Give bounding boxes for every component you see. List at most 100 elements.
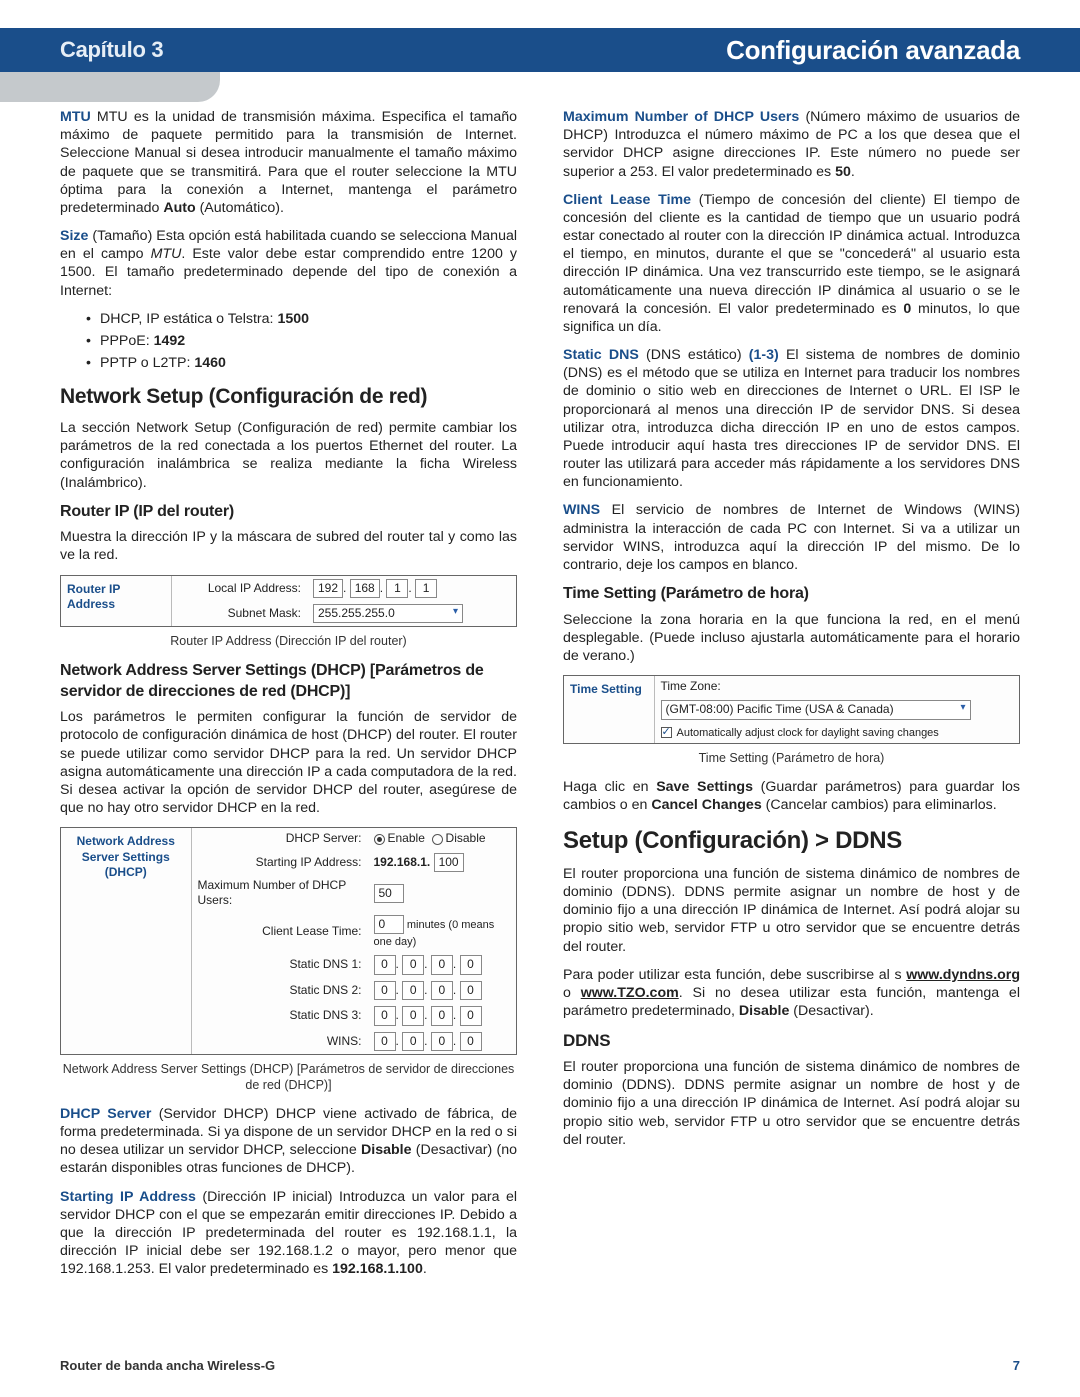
time-box-header: Time Setting bbox=[564, 676, 654, 743]
start-ip-label: Starting IP Address: bbox=[191, 850, 368, 875]
footer: Router de banda ancha Wireless-G 7 bbox=[60, 1358, 1020, 1373]
tzo-link[interactable]: www.TZO.com bbox=[581, 985, 679, 1001]
dns1-o3[interactable]: 0 bbox=[431, 955, 453, 974]
b2-pre: PPPoE: bbox=[100, 333, 154, 349]
lease-paragraph: Client Lease Time (Tiempo de concesión d… bbox=[563, 191, 1020, 336]
dns-paragraph: Static DNS (DNS estático) (1-3) El siste… bbox=[563, 346, 1020, 491]
dns3-label: Static DNS 3: bbox=[191, 1003, 368, 1028]
b3-val: 1460 bbox=[194, 355, 226, 371]
max-users-label: Maximum Number of DHCP Users: bbox=[191, 875, 368, 912]
page: Capítulo 3 Configuración avanzada MTU MT… bbox=[0, 0, 1080, 1397]
dhcp-server-bl: DHCP Server bbox=[60, 1106, 151, 1122]
time-box: Time Setting Time Zone: (GMT-08:00) Paci… bbox=[563, 675, 1020, 744]
lease-time-input[interactable]: 0 bbox=[374, 915, 404, 934]
ddns-p3: El router proporciona una función de sis… bbox=[563, 1058, 1020, 1149]
dns2-o4[interactable]: 0 bbox=[460, 981, 482, 1000]
bullet-2: PPPoE: 1492 bbox=[86, 332, 517, 350]
dns2-inputs: 0. 0. 0. 0 bbox=[368, 978, 516, 1003]
local-ip-label: Local IP Address: bbox=[171, 576, 307, 601]
dns2-o3[interactable]: 0 bbox=[431, 981, 453, 1000]
disable-bold: Disable bbox=[361, 1142, 411, 1158]
max-default: 50 bbox=[835, 164, 851, 180]
dst-label: Automatically adjust clock for daylight … bbox=[677, 727, 939, 739]
wins-o1[interactable]: 0 bbox=[374, 1032, 396, 1051]
time-heading: Time Setting (Parámetro de hora) bbox=[563, 584, 1020, 604]
start-ip-default: 192.168.1.100 bbox=[332, 1261, 423, 1277]
nass-text: Los parámetros le permiten configurar la… bbox=[60, 708, 517, 817]
subnet-mask-select[interactable]: 255.255.255.0 bbox=[313, 604, 463, 623]
dns-text: El sistema de nombres de dominio (DNS) e… bbox=[563, 347, 1020, 490]
tz-select[interactable]: (GMT-08:00) Pacific Time (USA & Canada) bbox=[661, 700, 971, 719]
start-ip-input[interactable]: 100 bbox=[434, 853, 464, 872]
wins-o4[interactable]: 0 bbox=[460, 1032, 482, 1051]
wins-o2[interactable]: 0 bbox=[402, 1032, 424, 1051]
network-setup-text: La sección Network Setup (Configuración … bbox=[60, 419, 517, 492]
time-text: Seleccione la zona horaria en la que fun… bbox=[563, 611, 1020, 666]
save-bold: Save Settings bbox=[656, 779, 753, 795]
disable-radio[interactable] bbox=[432, 834, 443, 845]
ddns2-t1: Para poder utilizar esta función, debe s… bbox=[563, 967, 906, 983]
header-bar: Capítulo 3 Configuración avanzada bbox=[0, 28, 1080, 72]
wins-o3[interactable]: 0 bbox=[431, 1032, 453, 1051]
dhcp-server-radios: Enable Disable bbox=[368, 828, 516, 849]
lease-t1: (Tiempo de concesión del cliente) El tie… bbox=[563, 192, 1020, 317]
dyndns-link[interactable]: www.dyndns.org bbox=[906, 967, 1020, 983]
dns-range: (1-3) bbox=[749, 347, 779, 363]
b3-pre: PPTP o L2TP: bbox=[100, 355, 194, 371]
ddns2-mid: o bbox=[563, 985, 581, 1001]
b2-val: 1492 bbox=[154, 333, 186, 349]
dns3-o2[interactable]: 0 bbox=[402, 1006, 424, 1025]
right-column: Maximum Number of DHCP Users (Número máx… bbox=[563, 108, 1020, 1288]
router-ip-text: Muestra la dirección IP y la máscara de … bbox=[60, 528, 517, 564]
dns1-o4[interactable]: 0 bbox=[460, 955, 482, 974]
max-users-input[interactable]: 50 bbox=[374, 884, 404, 903]
router-ip-heading: Router IP (IP del router) bbox=[60, 502, 517, 522]
dhcp-server-label: DHCP Server: bbox=[191, 828, 368, 849]
mtu-label: MTU bbox=[60, 109, 91, 125]
dst-checkbox[interactable] bbox=[661, 727, 672, 738]
ip-octet-1[interactable]: 192 bbox=[313, 579, 343, 598]
network-setup-heading: Network Setup (Configuración de red) bbox=[60, 384, 517, 411]
subnet-mask-label: Subnet Mask: bbox=[171, 601, 307, 626]
start-ip-dot: . bbox=[423, 1261, 427, 1277]
ddns-heading: Setup (Configuración) > DDNS bbox=[563, 826, 1020, 857]
content-area: MTU MTU es la unidad de transmisión máxi… bbox=[60, 108, 1020, 1288]
save-paragraph: Haga clic en Save Settings (Guardar pará… bbox=[563, 778, 1020, 814]
max-users-bl: Maximum Number of DHCP Users bbox=[563, 109, 799, 125]
lease-bl: Client Lease Time bbox=[563, 192, 691, 208]
ip-octet-2[interactable]: 168 bbox=[350, 579, 380, 598]
footer-left: Router de banda ancha Wireless-G bbox=[60, 1358, 275, 1373]
save-t3: (Cancelar cambios) para eliminarlos. bbox=[762, 797, 997, 813]
dns2-o1[interactable]: 0 bbox=[374, 981, 396, 1000]
dhcp-hdr-2: Server Settings (DHCP) bbox=[82, 850, 170, 879]
max-dot: . bbox=[851, 164, 855, 180]
auto-bold: Auto bbox=[163, 200, 195, 216]
tz-label: Time Zone: bbox=[654, 676, 1019, 697]
b1-val: 1500 bbox=[277, 311, 309, 327]
dhcp-server-paragraph: DHCP Server (Servidor DHCP) DHCP viene a… bbox=[60, 1105, 517, 1178]
b1-pre: DHCP, IP estática o Telstra: bbox=[100, 311, 277, 327]
dns-bl: Static DNS bbox=[563, 347, 639, 363]
start-ip-prefix: 192.168.1. bbox=[374, 855, 431, 869]
local-ip-value: 192. 168. 1. 1 bbox=[307, 576, 516, 601]
ddns-disable-bold: Disable bbox=[739, 1003, 789, 1019]
lease-time-label: Client Lease Time: bbox=[191, 912, 368, 953]
dns1-o2[interactable]: 0 bbox=[402, 955, 424, 974]
ip-octet-3[interactable]: 1 bbox=[386, 579, 408, 598]
dns3-o4[interactable]: 0 bbox=[460, 1006, 482, 1025]
enable-radio[interactable] bbox=[374, 834, 385, 845]
start-ip-bl: Starting IP Address bbox=[60, 1189, 196, 1205]
dns3-o3[interactable]: 0 bbox=[431, 1006, 453, 1025]
size-bullets: DHCP, IP estática o Telstra: 1500 PPPoE:… bbox=[86, 310, 517, 373]
dns3-o1[interactable]: 0 bbox=[374, 1006, 396, 1025]
enable-label: Enable bbox=[388, 831, 425, 845]
dns1-o1[interactable]: 0 bbox=[374, 955, 396, 974]
dns2-o2[interactable]: 0 bbox=[402, 981, 424, 1000]
start-ip-cell: 192.168.1. 100 bbox=[368, 850, 516, 875]
wins-inputs: 0. 0. 0. 0 bbox=[368, 1029, 516, 1054]
header-curve bbox=[0, 72, 220, 102]
chapter-label: Capítulo 3 bbox=[60, 37, 163, 63]
size-label: Size bbox=[60, 228, 88, 244]
ip-octet-4[interactable]: 1 bbox=[415, 579, 437, 598]
size-italic: MTU bbox=[151, 246, 182, 262]
